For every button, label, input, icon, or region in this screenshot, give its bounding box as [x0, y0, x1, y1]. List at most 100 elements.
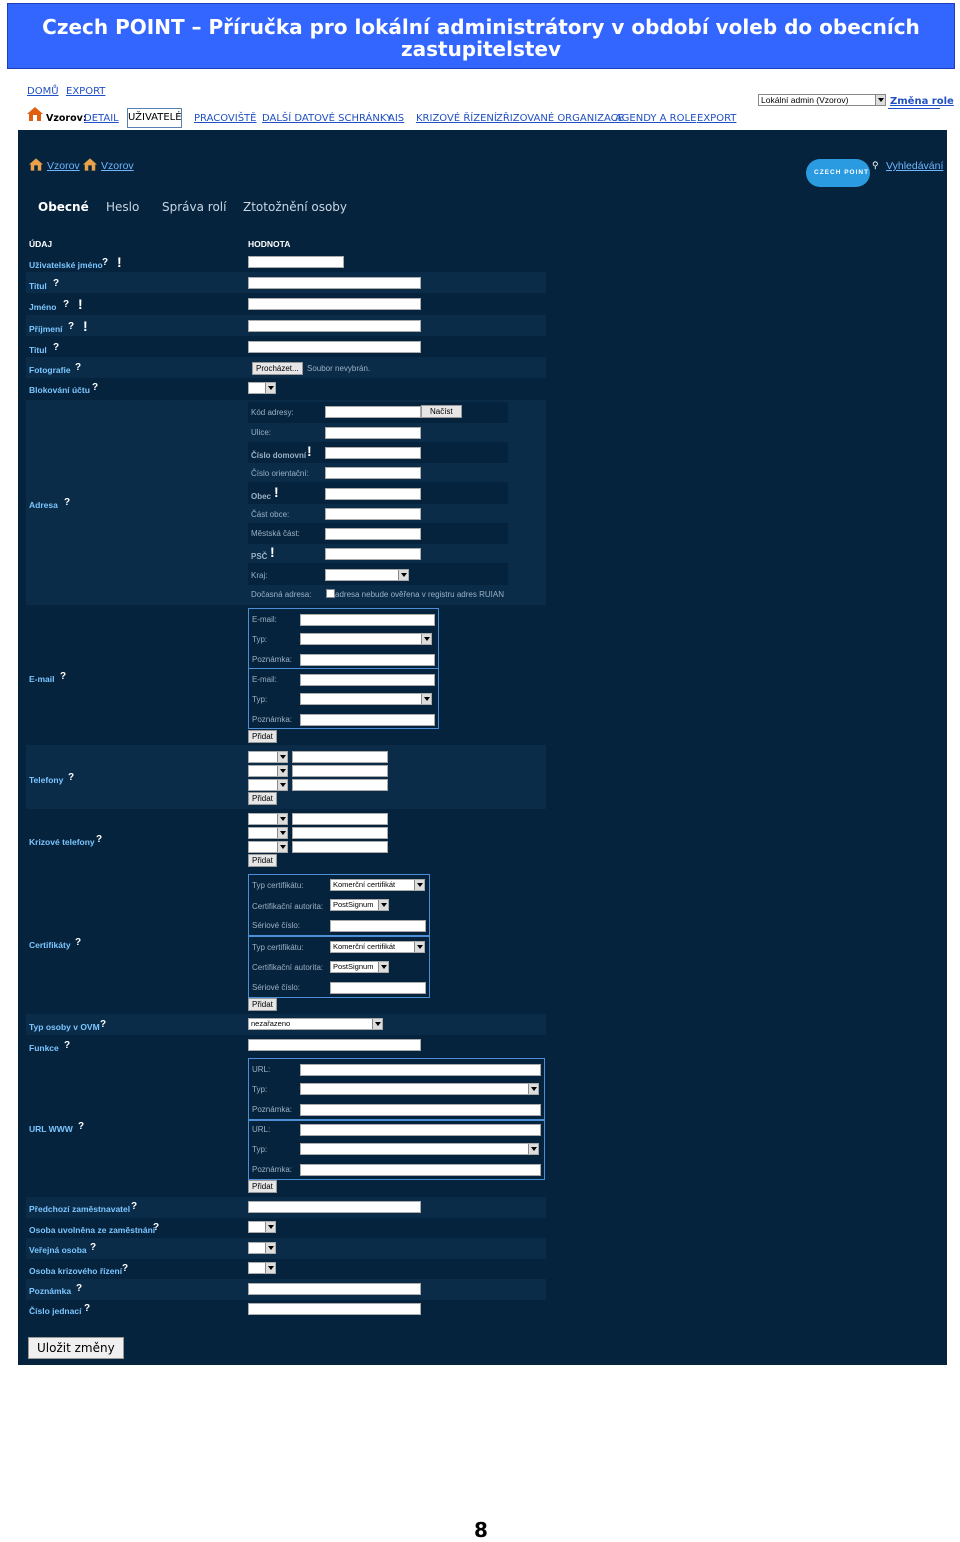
title-after-input[interactable] [248, 341, 421, 353]
tab-identification[interactable]: Ztotožnění osoby [243, 200, 348, 214]
url-input[interactable] [300, 1064, 541, 1076]
tab-general[interactable]: Obecné [38, 200, 89, 214]
orientation-number-input[interactable] [325, 467, 421, 479]
crisis-phone-input[interactable] [292, 813, 388, 825]
url-note-input[interactable] [300, 1104, 541, 1116]
help-icon[interactable]: ? [68, 772, 75, 783]
nav-crisis[interactable]: KRIZOVÉ ŘÍZENÍ [416, 113, 497, 124]
help-icon[interactable]: ? [96, 834, 103, 845]
email-type-select[interactable] [300, 633, 432, 645]
help-icon[interactable]: ? [75, 937, 82, 948]
email-type-select[interactable] [300, 693, 432, 705]
help-icon[interactable]: ? [122, 1263, 129, 1274]
help-icon[interactable]: ? [60, 671, 67, 682]
block-select[interactable] [248, 382, 276, 394]
help-icon[interactable]: ? [68, 321, 75, 332]
add-phone-button[interactable]: Přidat [248, 792, 277, 805]
help-icon[interactable]: ? [76, 1283, 83, 1294]
region-select[interactable] [325, 569, 409, 581]
email-input[interactable] [300, 674, 435, 686]
nav-data-boxes[interactable]: DALŠÍ DATOVÉ SCHRÁNKY [262, 113, 393, 124]
zip-input[interactable] [325, 548, 421, 560]
change-role-link[interactable]: Změna role [890, 96, 954, 107]
url-note-input[interactable] [300, 1164, 541, 1176]
crisis-person-select[interactable] [248, 1262, 276, 1274]
help-icon[interactable]: ? [64, 497, 71, 508]
load-button[interactable]: Načíst [421, 405, 462, 418]
nav-export[interactable]: EXPORT [697, 113, 737, 124]
phone-type-select[interactable] [248, 751, 288, 763]
nav-ais[interactable]: AIS [388, 113, 405, 124]
cert-serial-input[interactable] [330, 920, 426, 932]
address-code-input[interactable] [325, 406, 421, 418]
breadcrumb-2[interactable]: Vzorov [101, 160, 134, 172]
help-icon[interactable]: ? [64, 1040, 71, 1051]
district-input[interactable] [325, 528, 421, 540]
add-url-button[interactable]: Přidat [248, 1180, 277, 1193]
cert-authority-select[interactable]: PostSignum [330, 961, 389, 973]
cert-type-select[interactable]: Komerční certifikát [330, 941, 425, 953]
city-part-input[interactable] [325, 508, 421, 520]
home-link[interactable]: DOMŮ [27, 86, 59, 97]
help-icon[interactable]: ? [92, 382, 99, 393]
temp-address-checkbox[interactable] [326, 589, 335, 598]
crisis-phone-type-select[interactable] [248, 813, 288, 825]
role-select[interactable]: Lokální admin (Vzorov) [758, 94, 886, 106]
email-note-input[interactable] [300, 714, 435, 726]
crisis-phone-type-select[interactable] [248, 827, 288, 839]
url-input[interactable] [300, 1124, 541, 1136]
help-icon[interactable]: ? [102, 257, 109, 268]
prev-employer-input[interactable] [248, 1201, 421, 1213]
note-input[interactable] [248, 1283, 421, 1295]
help-icon[interactable]: ? [131, 1201, 138, 1212]
phone-input[interactable] [292, 779, 388, 791]
house-number-input[interactable] [325, 447, 421, 459]
help-icon[interactable]: ? [78, 1121, 85, 1132]
help-icon[interactable]: ? [100, 1019, 107, 1030]
add-email-button[interactable]: Přidat [248, 730, 277, 743]
add-certificate-button[interactable]: Přidat [248, 998, 277, 1011]
city-input[interactable] [325, 488, 421, 500]
nav-agendas[interactable]: AGENDY A ROLE [615, 113, 697, 124]
url-type-select[interactable] [300, 1083, 539, 1095]
first-name-input[interactable] [248, 298, 421, 310]
last-name-input[interactable] [248, 320, 421, 332]
cert-serial-input[interactable] [330, 982, 426, 994]
nav-workplaces[interactable]: PRACOVIŠTĚ [194, 113, 257, 124]
cert-type-select[interactable]: Komerční certifikát [330, 879, 425, 891]
ref-number-input[interactable] [248, 1303, 421, 1315]
help-icon[interactable]: ? [53, 278, 60, 289]
person-type-select[interactable]: nezařazeno [248, 1018, 383, 1030]
email-input[interactable] [300, 614, 435, 626]
phone-type-select[interactable] [248, 779, 288, 791]
released-select[interactable] [248, 1221, 276, 1233]
email-note-input[interactable] [300, 654, 435, 666]
help-icon[interactable]: ? [90, 1242, 97, 1253]
cert-authority-select[interactable]: PostSignum [330, 899, 389, 911]
phone-input[interactable] [292, 751, 388, 763]
street-input[interactable] [325, 427, 421, 439]
tab-password[interactable]: Heslo [106, 200, 140, 214]
phone-input[interactable] [292, 765, 388, 777]
help-icon[interactable]: ? [75, 362, 82, 373]
username-input[interactable] [248, 256, 344, 268]
search-link[interactable]: Vyhledávání [886, 160, 944, 172]
title-before-input[interactable] [248, 277, 421, 289]
save-button[interactable]: Uložit změny [28, 1337, 124, 1359]
help-icon[interactable]: ? [63, 299, 70, 310]
tab-roles[interactable]: Správa rolí [162, 200, 227, 214]
nav-users[interactable]: UŽIVATELÉ [127, 108, 182, 128]
help-icon[interactable]: ? [153, 1222, 160, 1233]
phone-type-select[interactable] [248, 765, 288, 777]
url-type-select[interactable] [300, 1143, 539, 1155]
add-crisis-phone-button[interactable]: Přidat [248, 854, 277, 867]
crisis-phone-input[interactable] [292, 827, 388, 839]
browse-button[interactable]: Procházet... [252, 362, 303, 375]
breadcrumb-1[interactable]: Vzorov [47, 160, 80, 172]
crisis-phone-input[interactable] [292, 841, 388, 853]
export-link[interactable]: EXPORT [66, 86, 106, 97]
crisis-phone-type-select[interactable] [248, 841, 288, 853]
function-input[interactable] [248, 1039, 421, 1051]
nav-detail[interactable]: DETAIL [84, 113, 119, 124]
public-select[interactable] [248, 1242, 276, 1254]
